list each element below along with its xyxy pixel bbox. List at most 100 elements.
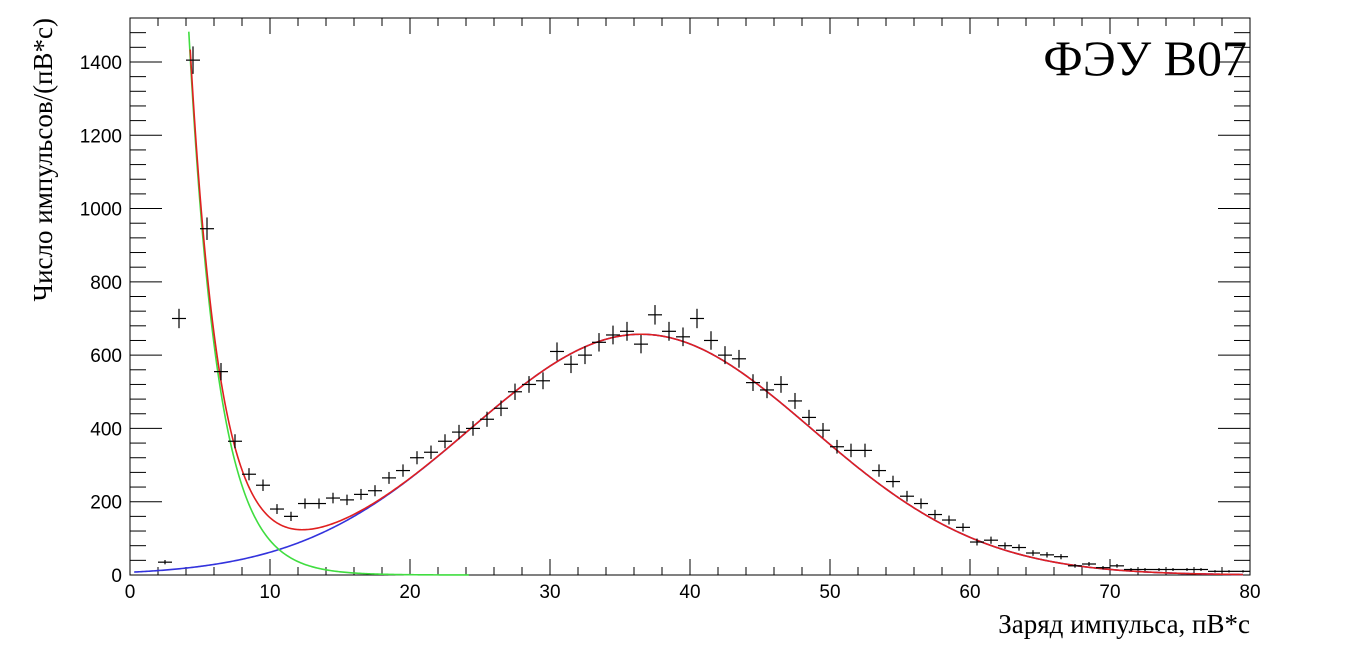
data-point	[746, 374, 760, 392]
data-point	[564, 355, 578, 374]
x-tick-label: 0	[125, 582, 136, 603]
x-axis-ticks	[129, 18, 1251, 575]
data-point	[592, 333, 606, 352]
data-point	[508, 383, 522, 400]
data-point	[704, 331, 718, 350]
data-point	[298, 498, 312, 509]
data-point	[942, 515, 956, 525]
x-tick-label: 20	[399, 582, 420, 603]
y-tick-label: 0	[111, 566, 122, 587]
data-point	[284, 511, 298, 522]
data-point	[1124, 568, 1138, 571]
data-point	[872, 464, 886, 477]
data-point	[1040, 552, 1054, 558]
data-point	[1026, 550, 1040, 556]
data-point	[648, 305, 662, 325]
data-point	[550, 342, 564, 361]
data-point	[424, 445, 438, 459]
data-point	[326, 492, 340, 504]
data-point	[466, 421, 480, 436]
data-point	[1152, 568, 1166, 571]
data-points	[158, 46, 1250, 573]
data-point	[802, 409, 816, 426]
data-point	[1208, 570, 1222, 573]
data-point	[200, 217, 214, 240]
data-point	[494, 400, 508, 417]
chart-title: ФЭУ B07	[1043, 30, 1247, 86]
data-point	[1138, 568, 1152, 571]
data-point	[1012, 544, 1026, 551]
total-fit-curve	[189, 49, 1244, 576]
data-point	[816, 422, 830, 438]
data-point	[998, 542, 1012, 549]
data-point	[984, 536, 998, 544]
data-point	[256, 479, 270, 491]
data-point	[452, 424, 466, 440]
y-tick-label: 1200	[80, 126, 122, 147]
data-point	[760, 381, 774, 399]
data-point	[774, 376, 788, 393]
data-point	[690, 308, 704, 329]
data-point	[368, 485, 382, 497]
data-point	[382, 471, 396, 484]
data-point	[676, 327, 690, 347]
data-point	[536, 372, 550, 390]
exponential-fit-curve	[188, 31, 469, 576]
x-tick-label: 60	[959, 582, 980, 603]
x-tick-label: 50	[819, 582, 840, 603]
data-point	[228, 434, 242, 449]
data-point	[438, 434, 452, 449]
x-tick-label: 70	[1099, 582, 1120, 603]
data-point	[886, 475, 900, 488]
y-axis-ticks	[130, 32, 1250, 576]
x-tick-label: 30	[539, 582, 560, 603]
data-point	[732, 349, 746, 368]
plot-frame	[129, 17, 1251, 576]
y-tick-label: 400	[90, 419, 122, 440]
data-point	[914, 498, 928, 509]
data-point	[788, 392, 802, 409]
data-point	[830, 439, 844, 454]
data-point	[956, 523, 970, 532]
data-point	[1236, 570, 1250, 573]
data-point	[844, 443, 858, 458]
data-point	[172, 308, 186, 329]
data-point	[718, 346, 732, 365]
data-point	[396, 464, 410, 477]
y-tick-label: 1000	[80, 200, 122, 221]
y-axis-tick-labels: 0 200 400 600 800 1000 1200 1400	[80, 53, 122, 587]
x-tick-label: 10	[259, 582, 280, 603]
y-tick-label: 1400	[80, 53, 122, 74]
data-point	[214, 362, 228, 381]
data-point	[1166, 568, 1180, 571]
data-point	[1180, 568, 1194, 571]
x-axis-label: Заряд импульса, пВ*с	[998, 609, 1250, 639]
data-point	[1068, 564, 1082, 568]
y-tick-label: 200	[90, 493, 122, 514]
data-point	[312, 498, 326, 509]
data-point	[522, 376, 536, 393]
y-axis-label: Число импульсов/(пВ*с)	[28, 18, 58, 301]
data-point	[1082, 561, 1096, 567]
data-point	[970, 538, 984, 546]
data-point	[928, 509, 942, 520]
data-point	[620, 321, 634, 341]
gaussian-fit-curve	[134, 333, 1244, 576]
data-point	[1096, 566, 1110, 570]
data-point	[410, 451, 424, 465]
data-point	[480, 411, 494, 427]
data-point	[1222, 570, 1236, 573]
fit-curves	[134, 31, 1244, 576]
data-point	[186, 46, 200, 74]
data-point	[242, 468, 256, 481]
data-point	[1054, 554, 1068, 560]
y-tick-label: 800	[90, 273, 122, 294]
data-point	[858, 443, 872, 458]
y-tick-label: 600	[90, 346, 122, 367]
data-point	[900, 490, 914, 502]
data-point	[354, 488, 368, 500]
data-point	[1194, 568, 1208, 571]
x-tick-label: 40	[679, 582, 700, 603]
data-point	[158, 560, 172, 565]
